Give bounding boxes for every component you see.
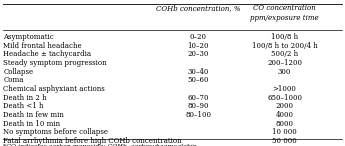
Text: Death <1 h: Death <1 h <box>3 102 44 110</box>
Text: 80–90: 80–90 <box>188 102 209 110</box>
Text: Death in few min: Death in few min <box>3 111 64 119</box>
Text: 80–100: 80–100 <box>185 111 211 119</box>
Text: Fatal arrhythmia before high COHb concentration: Fatal arrhythmia before high COHb concen… <box>3 137 182 145</box>
Text: 100/8 h: 100/8 h <box>271 33 298 41</box>
Text: >1000: >1000 <box>273 85 297 93</box>
Text: 100/8 h to 200/4 h: 100/8 h to 200/4 h <box>252 41 317 49</box>
Text: 4000: 4000 <box>276 111 294 119</box>
Text: 650–1000: 650–1000 <box>267 94 302 102</box>
Text: Chemical asphyxiant actions: Chemical asphyxiant actions <box>3 85 105 93</box>
Text: CO concentration
ppm/exposure time: CO concentration ppm/exposure time <box>250 4 319 22</box>
Text: 2000: 2000 <box>276 102 294 110</box>
Text: 20–30: 20–30 <box>188 50 209 58</box>
Text: Headache ± tachycardia: Headache ± tachycardia <box>3 50 91 58</box>
Text: Steady symptom progression: Steady symptom progression <box>3 59 107 67</box>
Text: Death in 10 min: Death in 10 min <box>3 120 61 128</box>
Text: Death in 2 h: Death in 2 h <box>3 94 47 102</box>
Text: Coma: Coma <box>3 76 24 84</box>
Text: *CO indicates carbon monoxide; COHb, carboxyhaemoglobin.: *CO indicates carbon monoxide; COHb, car… <box>3 144 199 146</box>
Text: Mild frontal headache: Mild frontal headache <box>3 41 82 49</box>
Text: Collapse: Collapse <box>3 68 33 76</box>
Text: 10 000: 10 000 <box>272 128 297 136</box>
Text: COHb concentration, %: COHb concentration, % <box>156 4 240 12</box>
Text: 50–60: 50–60 <box>188 76 209 84</box>
Text: 0–20: 0–20 <box>190 33 207 41</box>
Text: 200–1200: 200–1200 <box>267 59 302 67</box>
Text: 300: 300 <box>278 68 291 76</box>
Text: 500/2 h: 500/2 h <box>271 50 298 58</box>
Text: 8000: 8000 <box>276 120 294 128</box>
Text: Asymptomatic: Asymptomatic <box>3 33 54 41</box>
Text: 60–70: 60–70 <box>188 94 209 102</box>
Text: No symptoms before collapse: No symptoms before collapse <box>3 128 108 136</box>
Text: 50 000: 50 000 <box>272 137 297 145</box>
Text: 30–40: 30–40 <box>188 68 209 76</box>
Text: 10–20: 10–20 <box>188 41 209 49</box>
